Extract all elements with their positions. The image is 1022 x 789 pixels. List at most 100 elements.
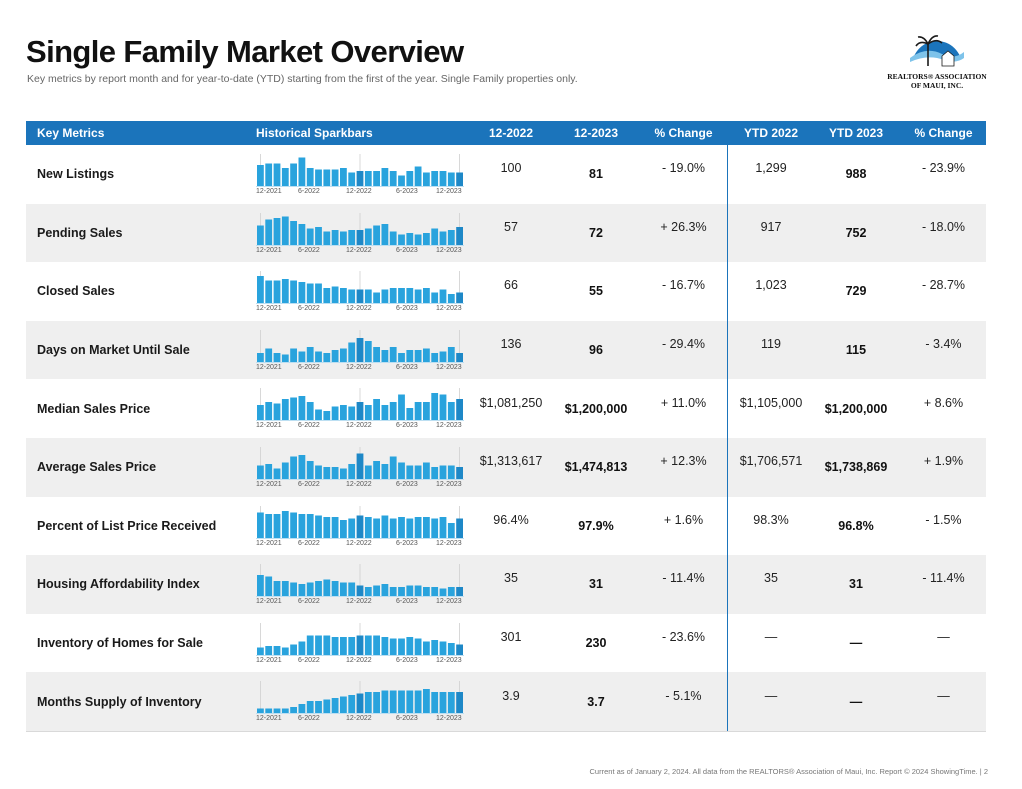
sparkbar	[447, 587, 455, 597]
sparkbar	[423, 689, 430, 714]
sparkbar	[331, 229, 339, 245]
metrics-table: Key Metrics Historical Sparkbars 12-2022…	[26, 121, 986, 732]
cell-m2023: 96	[589, 343, 603, 358]
page-title: Single Family Market Overview	[26, 34, 464, 69]
sparkbar	[257, 225, 264, 245]
cell-ytd-change: - 28.7%	[921, 278, 966, 293]
sparkbar	[447, 522, 455, 538]
sparkbar	[331, 406, 339, 421]
logo-text-line2: OF MAUI, INC.	[910, 81, 964, 90]
sparkbar	[265, 513, 273, 538]
sparkbar	[414, 516, 422, 538]
sparkbar	[257, 352, 264, 362]
header-ytd-2023: YTD 2023	[828, 126, 884, 140]
sparkbar	[323, 635, 331, 655]
sparkbar-tick-label: 6-2023	[396, 480, 418, 488]
sparkbar	[315, 169, 322, 186]
sparkbar	[423, 172, 430, 186]
sparkbar	[431, 692, 439, 714]
sparkbar	[340, 696, 347, 714]
sparkbar	[290, 644, 297, 655]
sparkbar	[439, 692, 447, 714]
sparkbar-tick-label: 6-2022	[298, 188, 320, 195]
metric-label: Closed Sales	[37, 284, 115, 299]
sparkbar-tick-label: 6-2022	[298, 715, 320, 723]
sparkbar-tick-label: 6-2022	[298, 422, 320, 430]
sparkbar	[406, 690, 414, 714]
cell-ytd2022: —	[764, 630, 778, 645]
cell-m2022: 3.9	[502, 688, 520, 703]
sparkbar-ticks: 12-2021 6-2022 12-2022 6-2023 12-2023	[256, 422, 466, 432]
sparkbar-tick-label: 6-2023	[396, 656, 418, 664]
table-row: Median Sales Price 12-2021 6-2022 12-2022 6-…	[26, 379, 986, 438]
sparkbar	[348, 636, 356, 655]
sparkbar	[456, 518, 463, 538]
sparkbar	[381, 463, 389, 479]
cell-m2023: 97.9%	[578, 518, 614, 533]
sparkbar	[414, 585, 422, 597]
sparkbar	[456, 172, 463, 186]
sparkbar-tick-label: 12-2023	[436, 305, 462, 313]
sparkbar	[414, 690, 422, 714]
table-row: Days on Market Until Sale 12-2021 6-2022 12…	[26, 320, 986, 380]
sparkbar-tick-label: 12-2021	[256, 246, 282, 254]
sparkbar	[315, 581, 322, 597]
table-row: New Listings 12-2021 6-2022 12-2022 6-2023 12…	[26, 145, 986, 204]
cell-m2022: 96.4%	[493, 512, 529, 527]
sparkbar	[364, 171, 372, 186]
sparkbar	[340, 582, 347, 597]
cell-ytd2023: 115	[845, 343, 867, 358]
sparkbar	[439, 465, 447, 479]
sparkbar	[406, 349, 414, 362]
sparkbar	[315, 283, 322, 304]
sparkbar-tick-label: 12-2021	[256, 188, 282, 195]
sparkbar-tick-label: 6-2023	[396, 539, 418, 547]
sparkbar	[389, 402, 397, 421]
sparkbar	[298, 351, 306, 362]
metric-label: Pending Sales	[37, 225, 123, 240]
sparkbar-tick-label: 12-2022	[346, 305, 372, 313]
sparkbar	[306, 635, 314, 655]
cell-ytd2022: 98.3%	[753, 512, 789, 527]
cell-m2023: 55	[589, 284, 603, 299]
sparkbar	[273, 403, 281, 421]
sparkbar-tick-label: 12-2023	[436, 363, 462, 371]
sparkbar	[281, 510, 289, 538]
cell-m2023: $1,200,000	[564, 401, 628, 416]
sparkbar	[431, 639, 439, 655]
sparkbar	[356, 402, 364, 421]
sparkbar	[273, 468, 281, 479]
sparkbar	[414, 402, 422, 421]
sparkbar-ticks: 12-2021 6-2022 12-2022 6-2023 12-2023	[256, 657, 466, 667]
cell-m2023: 230	[585, 636, 607, 651]
sparkbar	[389, 456, 397, 479]
sparkbar	[331, 636, 339, 655]
sparkbar	[323, 169, 331, 186]
cell-ytd-change: —	[937, 688, 950, 703]
sparkbar	[323, 411, 331, 421]
cell-ytd2023: $1,200,000	[824, 401, 888, 416]
cell-ytd2022: $1,706,571	[739, 454, 803, 469]
sparkbar-chart: 12-2021 6-2022 12-2022 6-2023 12-2023	[256, 329, 466, 374]
cell-m2022: 57	[504, 219, 518, 234]
sparkbar-chart: 12-2021 6-2022 12-2022 6-2023 12-2023	[256, 505, 466, 550]
sparkbar-tick-label: 6-2022	[298, 363, 320, 371]
sparkbar-ticks: 12-2021 6-2022 12-2022 6-2023 12-2023	[256, 598, 466, 608]
sparkbar	[298, 704, 306, 714]
sparkbar	[456, 692, 463, 714]
sparkbar	[306, 402, 314, 421]
sparkbar-tick-label: 12-2022	[346, 246, 372, 254]
sparkbar-tick-label: 6-2023	[396, 715, 418, 723]
sparkbar	[340, 288, 347, 304]
sparkbar	[439, 641, 447, 655]
sparkbar	[447, 465, 455, 479]
sparkbar	[439, 171, 447, 186]
sparkbar	[281, 462, 289, 479]
cell-ytd2023: 988	[845, 167, 867, 182]
cell-change: + 26.3%	[660, 219, 707, 234]
sparkbar	[398, 690, 405, 714]
sparkbar	[265, 348, 273, 362]
sparkbar-ticks: 12-2021 6-2022 12-2022 6-2023 12-2023	[256, 305, 466, 315]
sparkbar	[414, 289, 422, 304]
sparkbar	[431, 466, 439, 479]
